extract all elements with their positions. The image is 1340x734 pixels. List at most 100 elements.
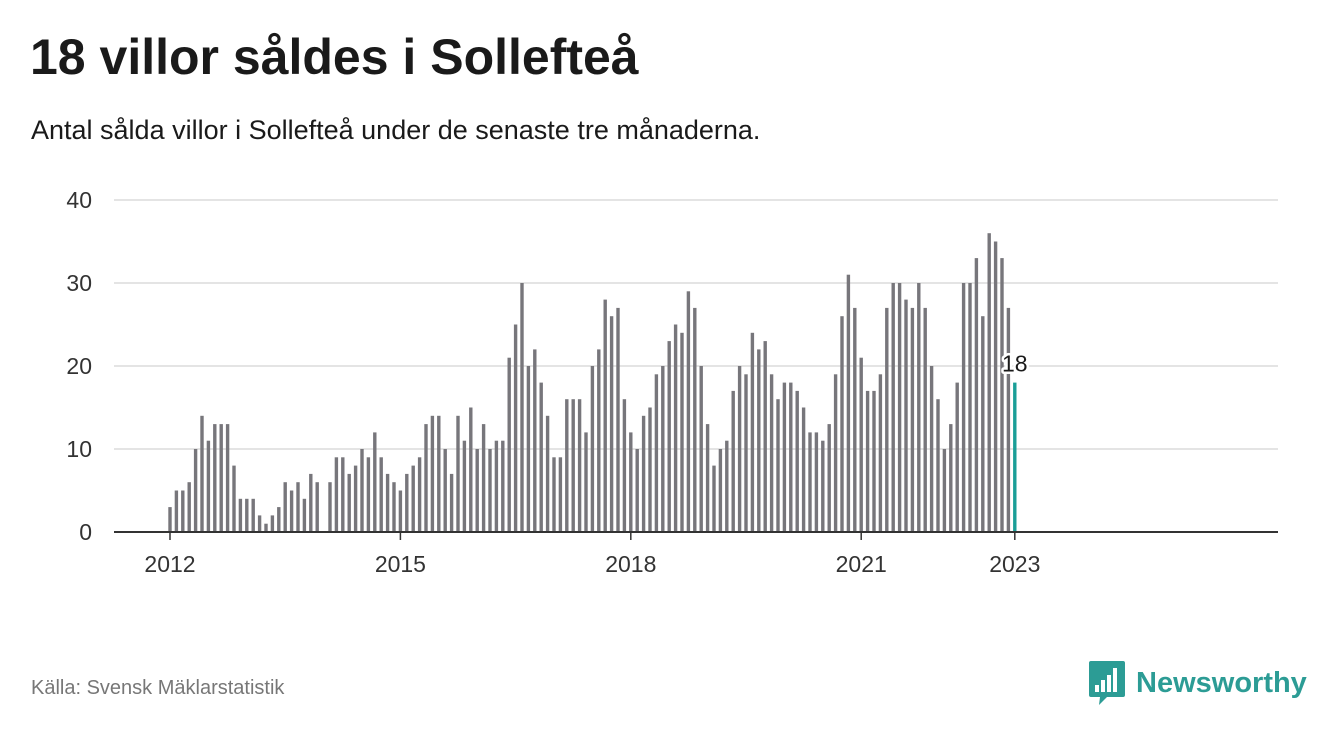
- y-tick-label: 0: [79, 519, 92, 545]
- bar: [341, 457, 345, 532]
- bar: [840, 316, 844, 532]
- bar: [942, 449, 947, 532]
- x-tick-label: 2012: [144, 551, 195, 577]
- x-tick-label: 2021: [836, 551, 887, 577]
- bar: [193, 449, 198, 532]
- bar: [814, 432, 819, 532]
- bar: [238, 498, 243, 532]
- bar: [789, 382, 793, 532]
- bar: [520, 283, 524, 532]
- bar: [328, 482, 332, 532]
- bar: [949, 424, 953, 532]
- bar: [629, 432, 633, 532]
- x-tick-label: 2015: [375, 551, 426, 577]
- bar: [827, 424, 831, 532]
- bar-chart-speech-bubble-icon: [1089, 661, 1125, 705]
- bar: [769, 374, 774, 532]
- bar: [571, 399, 575, 532]
- bar: [385, 473, 390, 532]
- y-tick-label: 40: [66, 187, 92, 213]
- y-tick-label: 10: [66, 436, 92, 462]
- bar: [315, 482, 319, 532]
- bar: [232, 465, 236, 532]
- bar: [673, 324, 678, 532]
- bar: [725, 440, 729, 532]
- bar: [225, 424, 230, 532]
- bar: [795, 390, 799, 532]
- bar: [187, 482, 191, 532]
- bar: [251, 498, 255, 532]
- x-tick-label: 2023: [989, 551, 1040, 577]
- bar: [494, 440, 499, 532]
- bar: [955, 382, 959, 532]
- bar: [968, 283, 972, 532]
- bar: [597, 349, 601, 532]
- bar-highlight: [1013, 382, 1017, 532]
- bar: [699, 366, 703, 532]
- bar: [865, 390, 870, 532]
- bar: [590, 366, 595, 532]
- bar: [744, 374, 748, 532]
- bar: [366, 457, 371, 532]
- bar: [878, 374, 883, 532]
- bar: [565, 399, 569, 532]
- bar: [270, 515, 275, 532]
- bar: [283, 482, 287, 532]
- bar: [257, 515, 262, 532]
- bar: [616, 307, 620, 532]
- bar: [801, 407, 806, 532]
- bar: [379, 457, 383, 532]
- bar: [808, 432, 812, 532]
- bar: [200, 415, 204, 532]
- bar: [763, 341, 767, 532]
- bar: [347, 473, 351, 532]
- bar: [686, 291, 691, 532]
- bar: [481, 424, 486, 532]
- chart-title: 18 villor såldes i Sollefteå: [30, 29, 639, 85]
- bar: [846, 274, 851, 532]
- bar: [654, 374, 659, 532]
- bar: [501, 440, 505, 532]
- bar: [782, 382, 787, 532]
- bar: [584, 432, 588, 532]
- bar: [757, 349, 761, 532]
- bar: [405, 473, 409, 532]
- bar: [917, 283, 921, 532]
- bar: [552, 457, 556, 532]
- bar: [712, 465, 716, 532]
- bar: [648, 407, 652, 532]
- x-tick-label: 2018: [605, 551, 656, 577]
- bar: [360, 449, 364, 532]
- bar: [545, 415, 550, 532]
- bar: [475, 449, 479, 532]
- bar: [507, 357, 511, 532]
- bar: [718, 449, 723, 532]
- bar: [731, 390, 735, 532]
- bar: [168, 507, 172, 532]
- bar: [993, 241, 998, 532]
- bar: [821, 440, 825, 532]
- bar: [622, 399, 627, 532]
- data-label-last: 18: [1002, 351, 1028, 377]
- bar: [334, 457, 339, 532]
- bar: [577, 399, 582, 532]
- bar: [539, 382, 543, 532]
- bar: [929, 366, 934, 532]
- bar: [609, 316, 614, 532]
- bar: [526, 366, 531, 532]
- bar: [693, 307, 697, 532]
- bar: [558, 457, 563, 532]
- bar: [776, 399, 780, 532]
- bar: [392, 482, 396, 532]
- bar: [667, 341, 671, 532]
- bar: [533, 349, 537, 532]
- bar: [430, 415, 435, 532]
- bar: [910, 307, 915, 532]
- chart-subtitle: Antal sålda villor i Sollefteå under de …: [31, 115, 761, 145]
- bar: [603, 299, 607, 532]
- bar: [264, 523, 268, 532]
- brand-logo: Newsworthy: [1088, 660, 1307, 706]
- bar: [456, 415, 460, 532]
- bar: [891, 283, 895, 532]
- bar: [373, 432, 377, 532]
